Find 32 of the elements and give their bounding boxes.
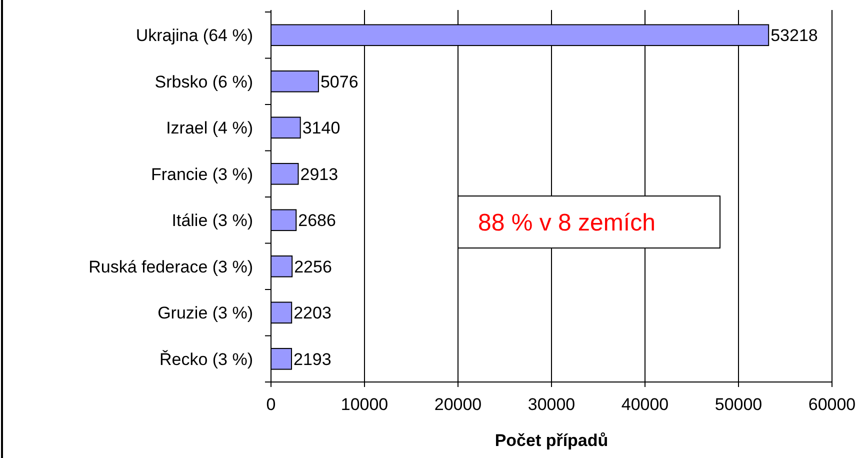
y-tick-label: Ukrajina (64 %) [136, 26, 253, 46]
data-label: 53218 [770, 26, 818, 46]
data-label: 3140 [302, 118, 340, 138]
bar [270, 255, 293, 278]
bar [270, 348, 292, 370]
bar [270, 209, 297, 232]
x-tick-label: 0 [266, 395, 276, 414]
data-label: 2256 [294, 257, 332, 276]
data-label: 2686 [298, 211, 336, 230]
y-tick-label: Gruzie (3 %) [158, 304, 253, 323]
bar [270, 302, 292, 324]
bar [270, 116, 301, 139]
data-label: 2913 [300, 164, 338, 184]
x-axis-title: Počet případů [494, 431, 608, 450]
data-label: 5076 [320, 72, 358, 92]
x-tick-label: 10000 [340, 395, 388, 414]
y-tick-label: Ruská federace (3 %) [88, 257, 253, 276]
x-tick-label: 40000 [621, 395, 669, 414]
annotation: 88 % v 8 zemích [478, 209, 656, 236]
x-tick-label: 60000 [808, 395, 856, 414]
y-tick-label: Francie (3 %) [150, 164, 253, 184]
bar [270, 162, 299, 185]
data-label: 2203 [294, 304, 332, 323]
data-label: 2193 [294, 350, 332, 369]
y-tick-label: Izrael (4 %) [166, 118, 253, 138]
y-tick-label: Řecko (3 %) [159, 350, 253, 369]
x-tick-label: 30000 [528, 395, 576, 414]
y-tick-label: Srbsko (6 %) [154, 72, 253, 92]
x-tick-label: 50000 [714, 395, 762, 414]
bar [270, 70, 319, 92]
y-tick-label: Itálie (3 %) [172, 211, 253, 230]
x-tick-label: 20000 [434, 395, 482, 414]
